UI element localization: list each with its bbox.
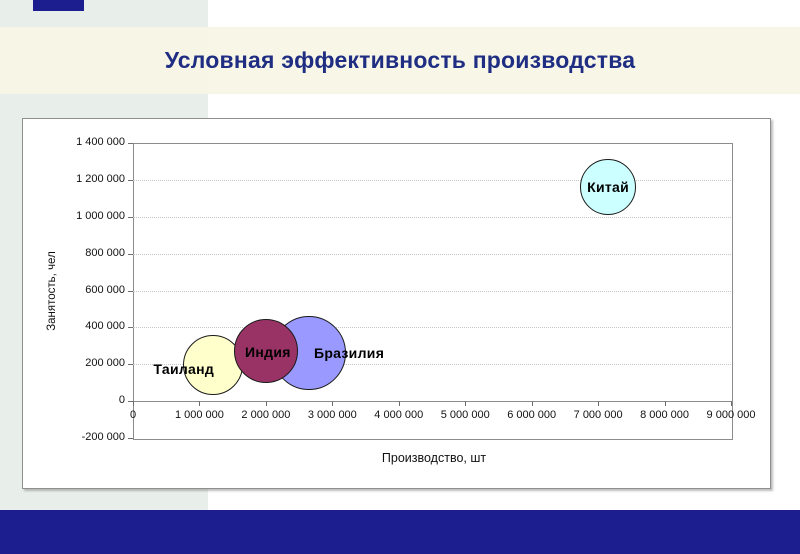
x-tick-label: 8 000 000 (640, 409, 690, 422)
y-tick-label: 1 200 000 (76, 172, 125, 185)
title-band: Условная эффективность производства (0, 27, 800, 94)
y-axis-tick (128, 438, 133, 439)
x-axis-tick (465, 401, 467, 407)
y-tick-label: 200 000 (85, 357, 125, 370)
y-axis-tick (128, 327, 133, 329)
y-axis-tick (128, 216, 133, 218)
y-axis-tick (128, 290, 133, 292)
x-tick-label: 4 000 000 (374, 409, 424, 422)
x-axis-tick (265, 401, 267, 407)
bubble-thailand (182, 335, 243, 396)
bubble-china (580, 159, 637, 216)
gridline (133, 327, 731, 329)
y-tick-label: 0 (118, 394, 125, 407)
x-tick-label: 2 000 000 (241, 409, 291, 422)
bubble-label-india: Индия (245, 344, 291, 361)
x-tick-label: 0 (129, 409, 137, 422)
y-tick-label: 400 000 (85, 320, 125, 333)
x-tick-label: 6 000 000 (507, 409, 557, 422)
y-axis-tick (128, 179, 133, 181)
x-axis-tick (731, 401, 732, 407)
x-axis-line (133, 401, 731, 403)
gridline (133, 216, 731, 218)
bubble-india (233, 319, 298, 384)
bubble-label-brazil: Бразилия (313, 345, 385, 362)
y-tick-label: 1 400 000 (76, 136, 125, 148)
x-axis-title: Производство, шт (381, 451, 487, 465)
x-axis-tick (398, 401, 400, 407)
header-accent-bar (33, 0, 84, 11)
gridline (133, 290, 731, 292)
x-axis-tick (664, 401, 666, 407)
gridline (133, 364, 731, 366)
x-axis-tick (199, 401, 201, 407)
chart-frame: Занятость, чел Производство, шт -200 000… (22, 118, 771, 489)
x-axis-tick (598, 401, 600, 407)
x-axis-tick (133, 401, 134, 407)
y-tick-label: 1 000 000 (76, 209, 125, 222)
y-axis-tick (128, 401, 133, 403)
y-axis-tick (128, 253, 133, 255)
y-axis-tick (128, 364, 133, 366)
gridline (133, 253, 731, 255)
x-axis-tick (531, 401, 533, 407)
page-title: Условная эффективность производства (164, 47, 636, 73)
x-tick-label: 7 000 000 (573, 409, 623, 422)
bubble-label-china: Китай (587, 179, 630, 196)
y-tick-label: 600 000 (85, 283, 125, 296)
gridline (133, 179, 731, 181)
y-axis-tick (128, 143, 133, 144)
x-tick-label: 1 000 000 (174, 409, 224, 422)
y-tick-label: 800 000 (85, 246, 125, 259)
bubble-label-thailand: Таиланд (153, 361, 215, 378)
plot-area (133, 143, 733, 440)
x-axis-tick (332, 401, 334, 407)
x-tick-label: 5 000 000 (440, 409, 490, 422)
x-tick-label: 9 000 000 (706, 409, 756, 422)
x-tick-label: 3 000 000 (307, 409, 357, 422)
y-tick-label: -200 000 (81, 431, 125, 443)
footer-bar (0, 510, 800, 554)
